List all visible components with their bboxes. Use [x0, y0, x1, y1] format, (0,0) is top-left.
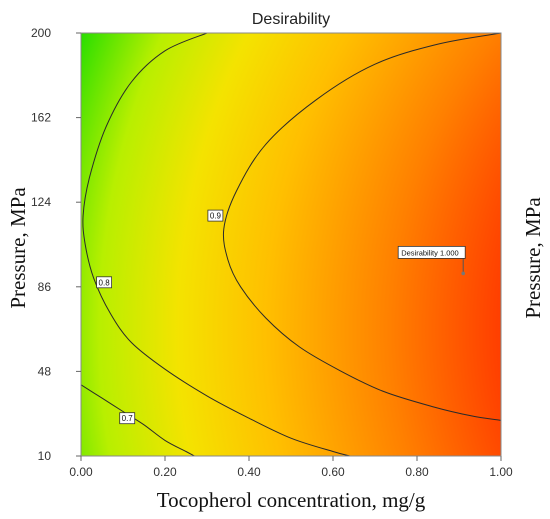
x-tick-label: 0.80	[405, 465, 429, 479]
contour-label-0.7: 0.7	[122, 414, 134, 423]
y-axis-ticks: 10 48 86 124 162 200	[31, 26, 81, 463]
x-tick-label: 0.00	[69, 465, 93, 479]
y-tick-label: 10	[38, 449, 52, 463]
x-tick-label: 0.40	[237, 465, 261, 479]
y-tick-label: 86	[38, 280, 52, 294]
contour-label-box	[96, 276, 112, 289]
y-tick-label: 200	[31, 26, 51, 40]
optimum-label: Desirability 1.000	[401, 248, 459, 257]
x-tick-label: 0.60	[321, 465, 345, 479]
y-axis-title: Pressure, MPa	[6, 187, 30, 309]
contour-layer	[81, 33, 501, 456]
y-tick-label: 124	[31, 195, 51, 209]
contour-labels: 0.7 0.8 0.9	[96, 209, 224, 425]
optimum-marker: Desirability 1.000	[397, 245, 466, 276]
x-axis-ticks: 0.00 0.20 0.40 0.60 0.80 1.00	[69, 456, 513, 479]
chart-title: Desirability	[252, 11, 330, 28]
optimum-label-box	[397, 245, 466, 259]
contour-line-0.8	[82, 33, 350, 456]
plot-frame	[80, 32, 502, 457]
contour-label-0.9: 0.9	[210, 212, 222, 221]
y-tick-label: 48	[38, 364, 52, 378]
x-axis-title: Tocopherol concentration, mg/g	[157, 488, 426, 512]
y-axis-title-right: Pressure, MPa	[521, 197, 545, 319]
optimum-point	[461, 271, 466, 276]
x-tick-label: 0.20	[153, 465, 177, 479]
contour-line-0.9	[222, 33, 501, 421]
contour-label-box	[119, 412, 136, 425]
y-tick-label: 162	[31, 111, 51, 125]
x-tick-label: 1.00	[489, 465, 513, 479]
heatmap-surface	[81, 33, 501, 456]
plot-area	[81, 33, 501, 456]
contour-line-0.7	[81, 384, 195, 456]
contour-label-box	[207, 209, 224, 222]
contour-label-0.8: 0.8	[99, 278, 111, 287]
